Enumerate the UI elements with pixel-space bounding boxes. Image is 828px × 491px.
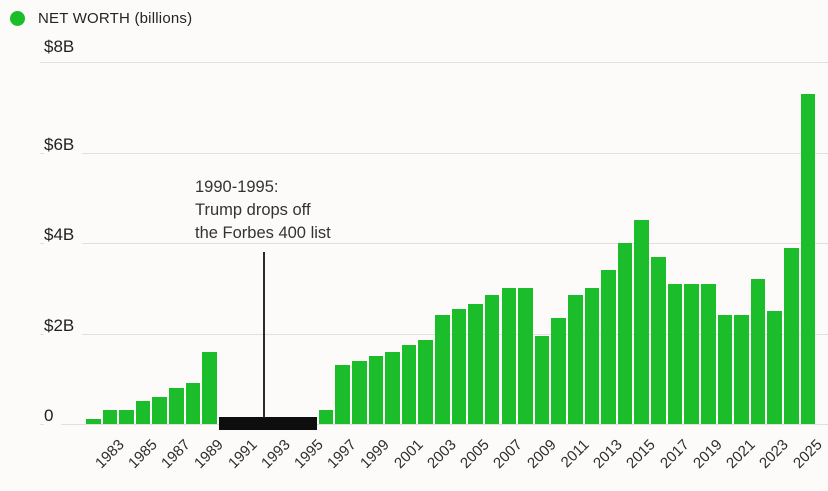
bar-1988	[185, 383, 201, 424]
x-axis-tick-label-2017: 2017	[656, 436, 693, 472]
annotation-text-line: Trump drops off	[195, 201, 311, 219]
bar-2014	[617, 243, 633, 424]
bar-2009	[534, 335, 550, 424]
annotation-text: 1990-1995: Trump drops off the Forbes 400 …	[195, 176, 331, 245]
gridline-$6B	[40, 152, 828, 154]
bar-2013	[601, 270, 616, 424]
y-axis-tick-label-$6B: $6B	[44, 133, 83, 156]
bar-1982	[86, 419, 101, 424]
x-axis-tick-label-2009: 2009	[523, 436, 560, 472]
x-axis-tick-label-2025: 2025	[789, 436, 826, 472]
x-axis-tick-label-2021: 2021	[723, 436, 759, 472]
bar-1989	[202, 351, 217, 424]
x-axis-tick-label-2015: 2015	[623, 436, 660, 472]
bar-2007	[501, 288, 517, 424]
bar-1997	[335, 365, 350, 424]
bar-2010	[551, 317, 566, 424]
bar-2005	[468, 304, 483, 424]
chart-legend: NET WORTH (billions)	[10, 10, 192, 27]
bar-1998	[351, 360, 367, 424]
bar-2000	[385, 351, 400, 424]
bar-2018	[684, 283, 699, 424]
bar-2008	[518, 288, 533, 424]
x-axis-tick-label-1991: 1991	[224, 436, 261, 472]
annotation-pointer-line	[263, 252, 265, 418]
x-axis-tick-label-2011: 2011	[557, 436, 593, 472]
bar-2012	[584, 288, 600, 424]
gridline-$4B	[40, 243, 828, 244]
x-axis-tick-label-2005: 2005	[457, 436, 493, 472]
x-axis-tick-label-1995: 1995	[291, 436, 327, 472]
x-axis-tick-label-2007: 2007	[490, 436, 527, 472]
y-axis-tick-label-0: 0	[44, 405, 62, 427]
bar-2016	[651, 256, 666, 424]
x-axis-tick-label-1993: 1993	[257, 436, 294, 472]
bar-1984	[119, 410, 134, 424]
bar-2001	[401, 344, 417, 424]
bar-2025	[800, 93, 816, 424]
x-axis-tick-label-1997: 1997	[324, 436, 360, 472]
bar-2022	[750, 279, 766, 424]
bar-1999	[368, 356, 384, 424]
gridline-$8B	[40, 62, 828, 63]
bar-2020	[717, 315, 733, 424]
bar-2024	[784, 247, 799, 424]
gridline-$2B	[40, 333, 828, 335]
bar-2011	[567, 295, 583, 424]
bar-2003	[435, 315, 450, 424]
bar-2006	[484, 295, 500, 424]
bar-1987	[169, 387, 184, 424]
legend-dot-icon	[10, 11, 25, 26]
y-axis-tick-label-$2B: $2B	[44, 314, 83, 337]
bar-2004	[451, 308, 467, 424]
x-axis-tick-label-1989: 1989	[191, 436, 227, 472]
legend-label: NET WORTH (billions)	[38, 10, 193, 27]
x-axis-tick-label-1983: 1983	[91, 436, 128, 472]
annotation-text-line: the Forbes 400 list	[195, 224, 331, 242]
bar-1986	[152, 396, 168, 424]
gridline-0	[40, 424, 828, 425]
x-axis-tick-label-2019: 2019	[689, 436, 726, 472]
bar-2023	[767, 310, 782, 424]
bar-1996	[318, 410, 334, 424]
bar-2019	[700, 283, 716, 424]
bar-1985	[135, 401, 151, 424]
off-forbes-list-bar	[218, 417, 317, 430]
y-axis-tick-label-$8B: $8B	[44, 36, 83, 58]
x-axis-tick-label-1985: 1985	[124, 436, 161, 472]
x-axis-tick-label-1999: 1999	[357, 436, 394, 472]
x-axis-tick-label-2013: 2013	[590, 436, 626, 472]
annotation-text-line: 1990-1995:	[195, 178, 279, 196]
x-axis-tick-label-2001: 2001	[390, 436, 427, 472]
y-axis-tick-label-$4B: $4B	[44, 224, 83, 246]
bar-2021	[734, 315, 749, 424]
x-axis-tick-label-2003: 2003	[424, 436, 460, 472]
bar-1983	[102, 410, 118, 424]
bar-2017	[667, 283, 683, 424]
x-axis-tick-label-1987: 1987	[158, 436, 194, 472]
bar-2015	[634, 220, 650, 424]
bar-2002	[418, 340, 433, 424]
x-axis-tick-label-2023: 2023	[756, 436, 793, 472]
